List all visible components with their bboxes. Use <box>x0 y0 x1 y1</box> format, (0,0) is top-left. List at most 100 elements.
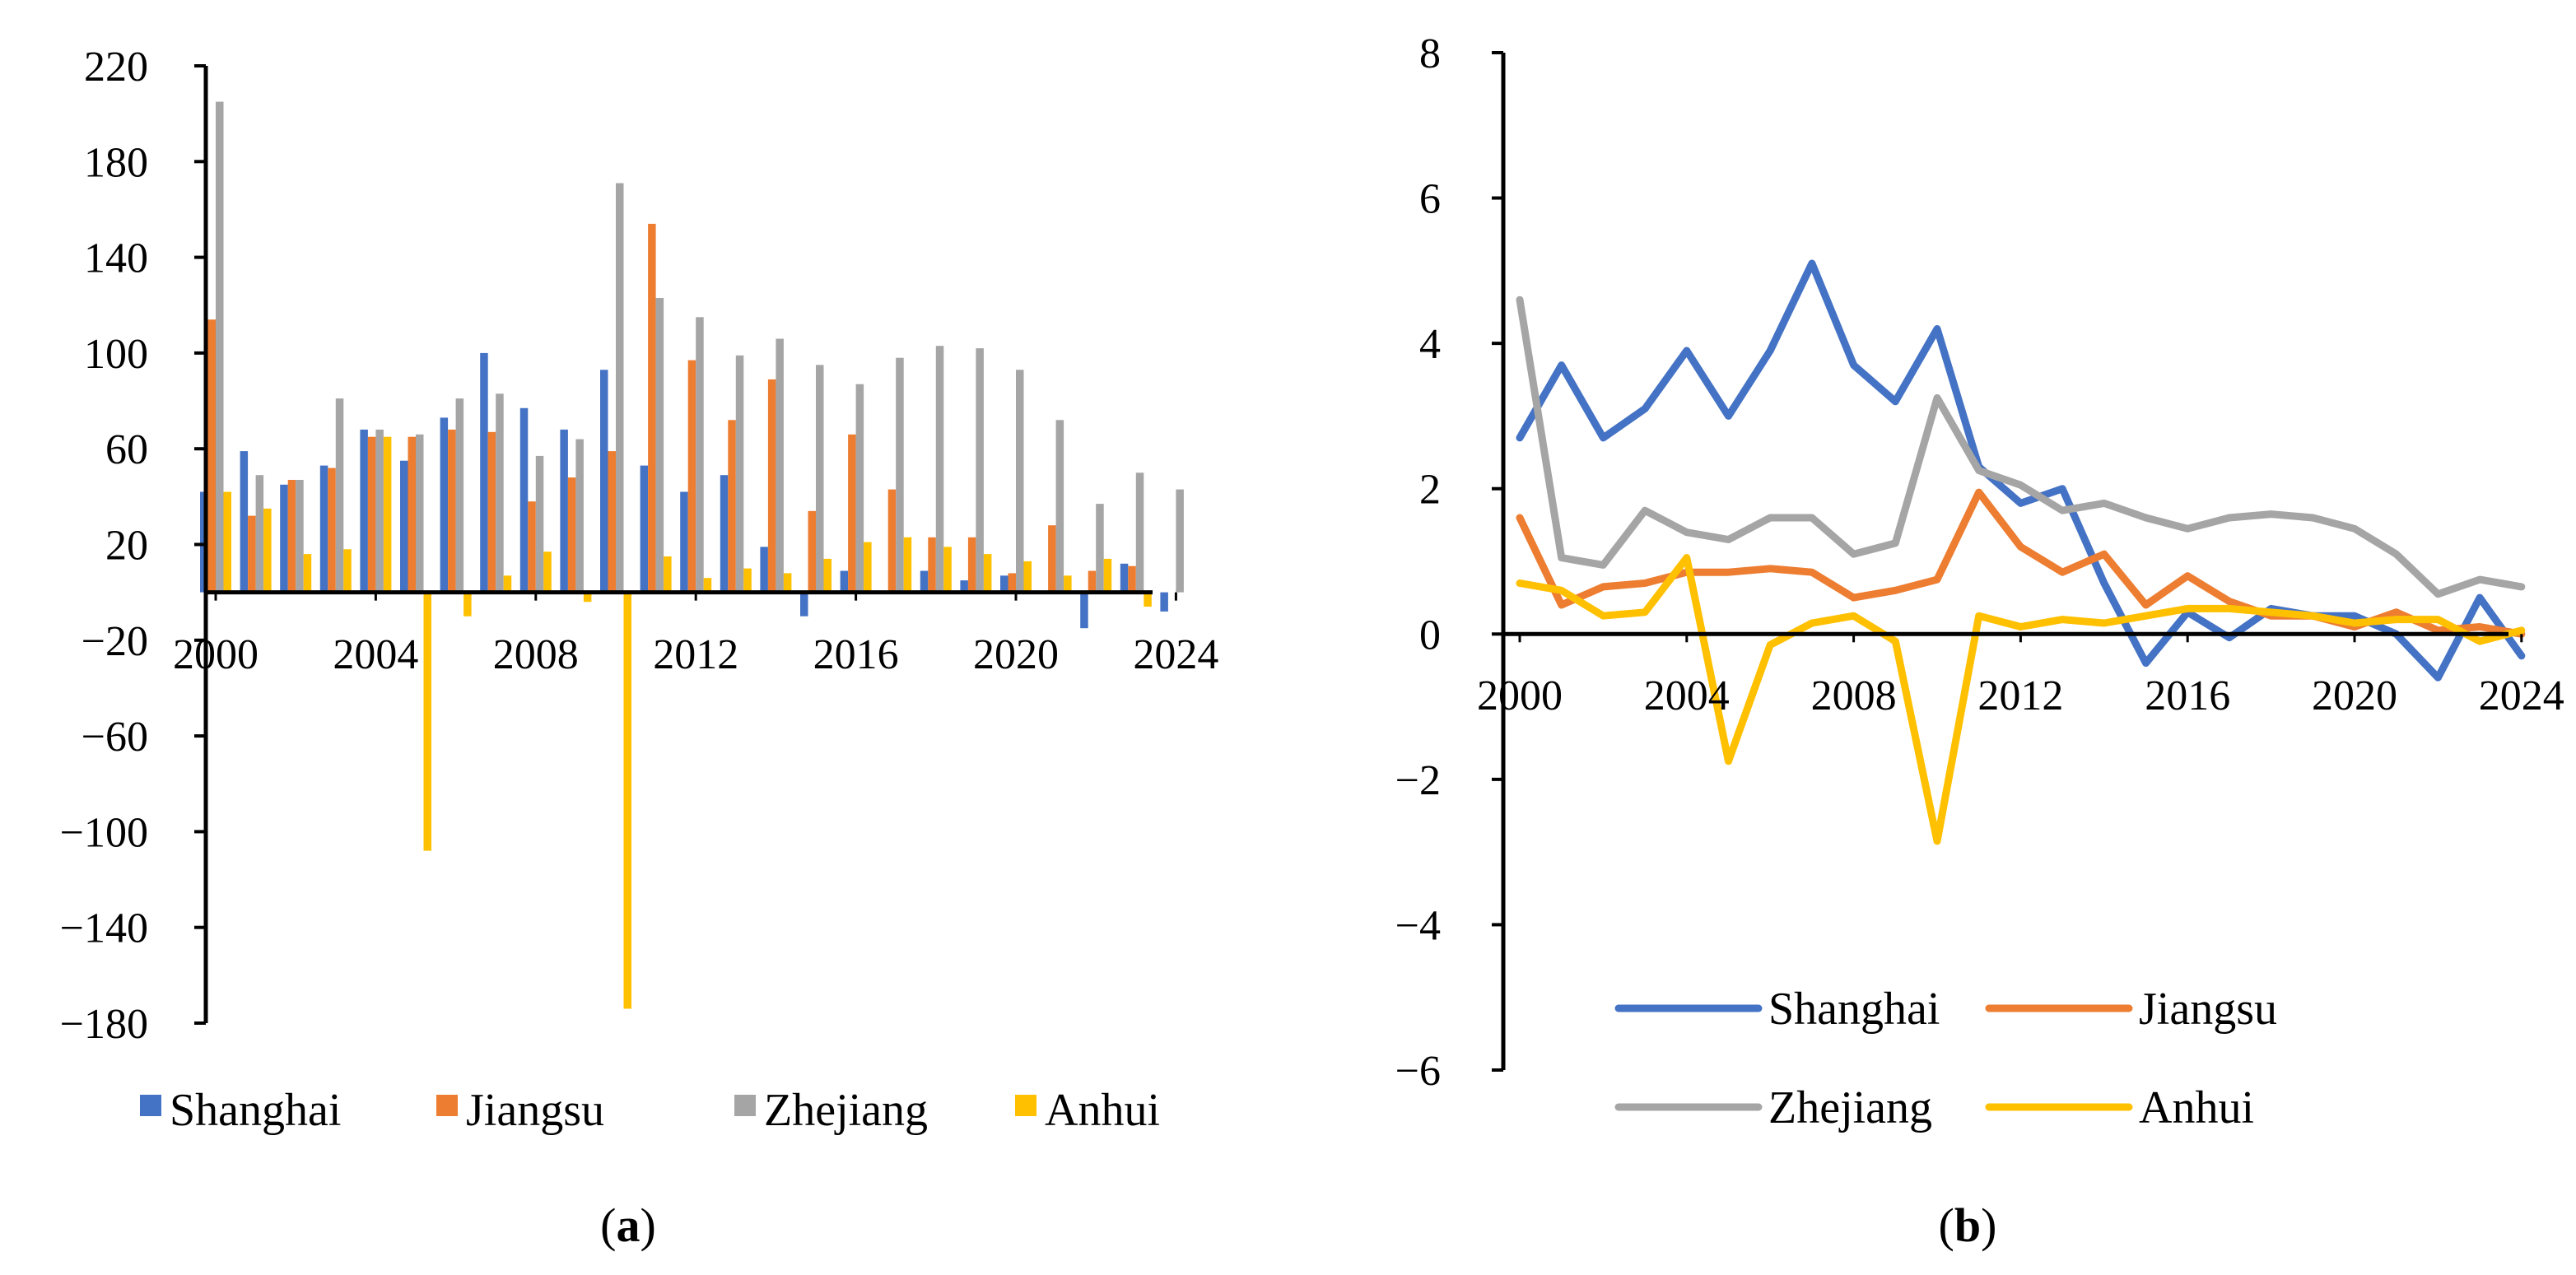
legend-swatch-a-anhui <box>1015 1095 1036 1116</box>
x-tick-label-a: 2020 <box>973 631 1059 678</box>
x-tick-label-b: 2012 <box>1977 672 2063 719</box>
bar-a-shanghai-2020 <box>1000 575 1009 593</box>
bar-a-shanghai-2006 <box>440 417 449 593</box>
bar-a-anhui-2003 <box>343 549 352 593</box>
y-tick-label-a: 140 <box>84 235 148 282</box>
x-tick-label-b: 2008 <box>1811 672 1897 719</box>
bar-a-jiangsu-2020 <box>1008 573 1016 593</box>
bar-a-zhejiang-2014 <box>776 338 784 593</box>
y-tick-label-a: 100 <box>84 331 148 378</box>
bar-a-zhejiang-2017 <box>896 357 904 593</box>
bar-a-jiangsu-2008 <box>528 501 536 593</box>
bar-a-zhejiang-2007 <box>496 393 504 593</box>
bar-a-jiangsu-2023 <box>1128 565 1136 593</box>
bar-a-shanghai-2008 <box>519 407 529 593</box>
caption-b: (b) <box>1939 1198 1997 1252</box>
bar-a-jiangsu-2022 <box>1088 570 1097 593</box>
x-tick-label-a: 2016 <box>813 631 899 678</box>
bar-a-anhui-2008 <box>543 551 552 593</box>
bar-a-zhejiang-2003 <box>335 398 344 593</box>
x-tick-label-b: 2000 <box>1477 672 1563 719</box>
chart-b-line-chart: 8 6 4 2 0 −2 −4 −6 2000 2004 2008 2012 2016 2020 2024 S… <box>1395 30 2564 1252</box>
bar-a-anhui-2022 <box>1103 558 1112 593</box>
bar-a-zhejiang-2022 <box>1096 504 1104 593</box>
bar-a-anhui-2013 <box>743 568 752 593</box>
bar-a-anhui-2007 <box>503 575 512 593</box>
caption-a-caption-close: ) <box>641 1198 656 1252</box>
y-tick-label-b: −6 <box>1395 1048 1441 1095</box>
bar-a-jiangsu-2011 <box>648 223 656 593</box>
bar-a-shanghai-2009 <box>560 429 568 593</box>
bar-a-jiangsu-2009 <box>567 477 576 593</box>
bar-a-zhejiang-2005 <box>416 434 424 593</box>
x-tick-label-a: 2000 <box>173 631 259 678</box>
bar-a-shanghai-2024 <box>1160 592 1168 612</box>
bar-a-shanghai-2014 <box>760 547 768 593</box>
y-tick-label-b: 2 <box>1419 467 1441 514</box>
bar-a-zhejiang-2002 <box>296 480 304 593</box>
bar-a-anhui-2018 <box>943 547 952 593</box>
y-tick-label-a: −100 <box>60 809 148 856</box>
legend-label-b-anhui: Anhui <box>2139 1082 2254 1133</box>
bar-a-shanghai-2015 <box>800 592 808 617</box>
x-tick-label-b: 2016 <box>2145 672 2230 719</box>
legend-swatch-a-jiangsu <box>436 1095 458 1116</box>
caption-b-caption: b <box>1954 1198 1981 1252</box>
x-tick-label-a: 2024 <box>1133 631 1218 678</box>
line-b-jiangsu <box>1516 488 2526 638</box>
bar-a-shanghai-2002 <box>280 484 288 593</box>
bar-a-jiangsu-2002 <box>287 480 296 593</box>
y-tick-label-b: 4 <box>1419 321 1441 368</box>
bar-a-shanghai-2013 <box>720 475 729 593</box>
bar-a-anhui-2000 <box>223 491 231 593</box>
bar-a-shanghai-2010 <box>600 370 608 593</box>
y-tick-label-a: 20 <box>105 523 148 570</box>
bar-a-anhui-2016 <box>864 542 872 593</box>
caption-a-caption-open: ( <box>600 1198 616 1252</box>
bar-a-shanghai-2016 <box>840 570 849 593</box>
bar-a-shanghai-2019 <box>960 580 968 593</box>
bar-a-jiangsu-2010 <box>608 451 616 593</box>
bar-a-zhejiang-2019 <box>976 348 984 593</box>
bar-a-zhejiang-2001 <box>255 475 264 593</box>
caption-a: (a) <box>600 1198 656 1252</box>
bar-a-anhui-2021 <box>1064 575 1072 593</box>
y-tick-label-a: −20 <box>82 618 148 665</box>
bar-a-zhejiang-2006 <box>455 398 464 593</box>
legend-label-a-zhejiang: Zhejiang <box>764 1085 928 1136</box>
bar-a-jiangsu-2016 <box>848 434 856 593</box>
y-tick-label-b: −2 <box>1395 757 1441 804</box>
x-tick-label-b: 2004 <box>1644 672 1730 719</box>
bar-a-anhui-2010 <box>623 592 631 1009</box>
bar-a-shanghai-2001 <box>240 451 249 593</box>
y-tick-label-a: −180 <box>60 1001 148 1048</box>
y-tick-label-b: −4 <box>1395 902 1441 949</box>
legend-label-a-jiangsu: Jiangsu <box>466 1085 604 1136</box>
bar-a-anhui-2020 <box>1023 561 1032 593</box>
x-tick-label-a: 2008 <box>493 631 579 678</box>
bar-a-jiangsu-2004 <box>367 436 376 593</box>
bar-a-zhejiang-2008 <box>535 455 544 593</box>
bar-a-zhejiang-2024 <box>1176 489 1184 593</box>
x-tick-label-a: 2012 <box>653 631 738 678</box>
bar-a-anhui-2005 <box>423 592 431 851</box>
legend-label-b-shanghai: Shanghai <box>1768 984 1940 1035</box>
bar-a-jiangsu-2013 <box>728 420 736 593</box>
chart-a-bar-chart: 220 180 140 100 60 20 −20 −60 −100 −140 −180 2000 20… <box>60 44 1219 1252</box>
bar-a-zhejiang-2009 <box>575 439 584 593</box>
bar-a-zhejiang-2011 <box>655 298 664 593</box>
legend-swatch-a-shanghai <box>140 1095 161 1116</box>
y-tick-label-b: 6 <box>1419 176 1441 223</box>
legend-label-b-zhejiang: Zhejiang <box>1768 1082 1932 1133</box>
caption-b-caption-close: ) <box>1981 1198 1996 1252</box>
y-tick-label-a: 60 <box>105 426 148 473</box>
bar-a-jiangsu-2017 <box>887 489 897 593</box>
bar-a-zhejiang-2000 <box>216 101 224 593</box>
bar-a-shanghai-2018 <box>920 570 929 593</box>
bar-a-zhejiang-2020 <box>1016 370 1024 593</box>
y-tick-label-a: 180 <box>84 139 148 186</box>
bar-a-jiangsu-2019 <box>967 537 976 593</box>
bar-a-shanghai-2023 <box>1120 563 1129 593</box>
bar-a-jiangsu-2018 <box>928 537 936 593</box>
bar-a-anhui-2001 <box>263 508 272 593</box>
